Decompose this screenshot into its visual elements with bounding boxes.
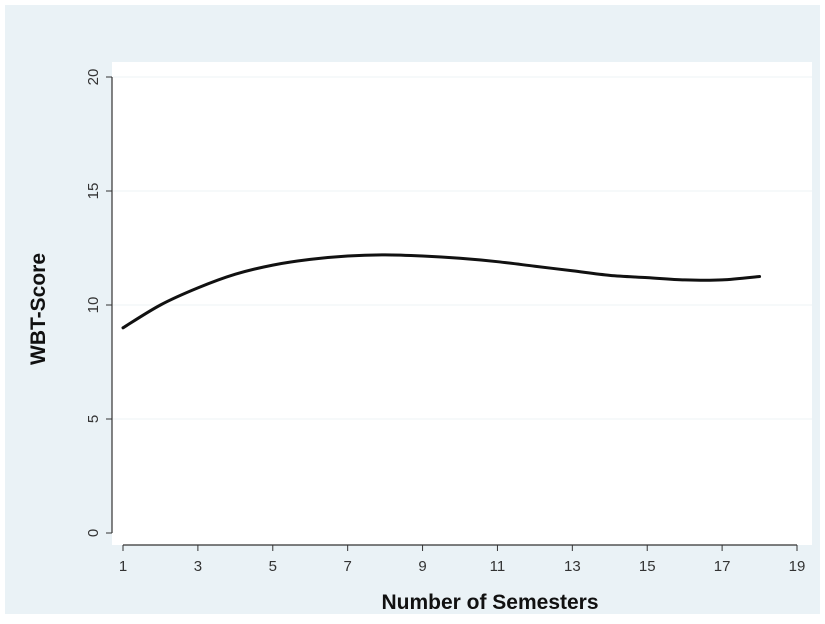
- gridlines: [113, 76, 812, 420]
- x-tick-label: 13: [564, 558, 581, 575]
- y-tick-label: 0: [85, 529, 102, 537]
- y-tick-label: 15: [85, 183, 102, 200]
- y-tick-label: 5: [85, 415, 102, 423]
- x-tick-label: 3: [194, 558, 202, 575]
- x-tick-label: 17: [714, 558, 731, 575]
- x-tick-label: 15: [639, 558, 656, 575]
- y-axis-label: WBT-Score: [27, 253, 50, 365]
- series-line: [121, 253, 762, 330]
- x-tick-label: 11: [490, 558, 506, 575]
- x-tick-label: 7: [343, 558, 351, 575]
- y-tick-label: 10: [85, 297, 102, 314]
- x-tick-label: 1: [119, 558, 127, 575]
- plot-area: [112, 62, 812, 545]
- y-axis-ticks: 0 5 10 15 20: [85, 69, 112, 537]
- x-axis-label: Number of Semesters: [381, 591, 598, 614]
- x-tick-label: 9: [418, 558, 426, 575]
- x-tick-label: 19: [789, 558, 806, 575]
- x-axis-ticks: 1 3 5 7 9 11 13 15 17 19: [119, 545, 806, 575]
- y-tick-label: 20: [85, 69, 102, 86]
- x-tick-label: 5: [269, 558, 277, 575]
